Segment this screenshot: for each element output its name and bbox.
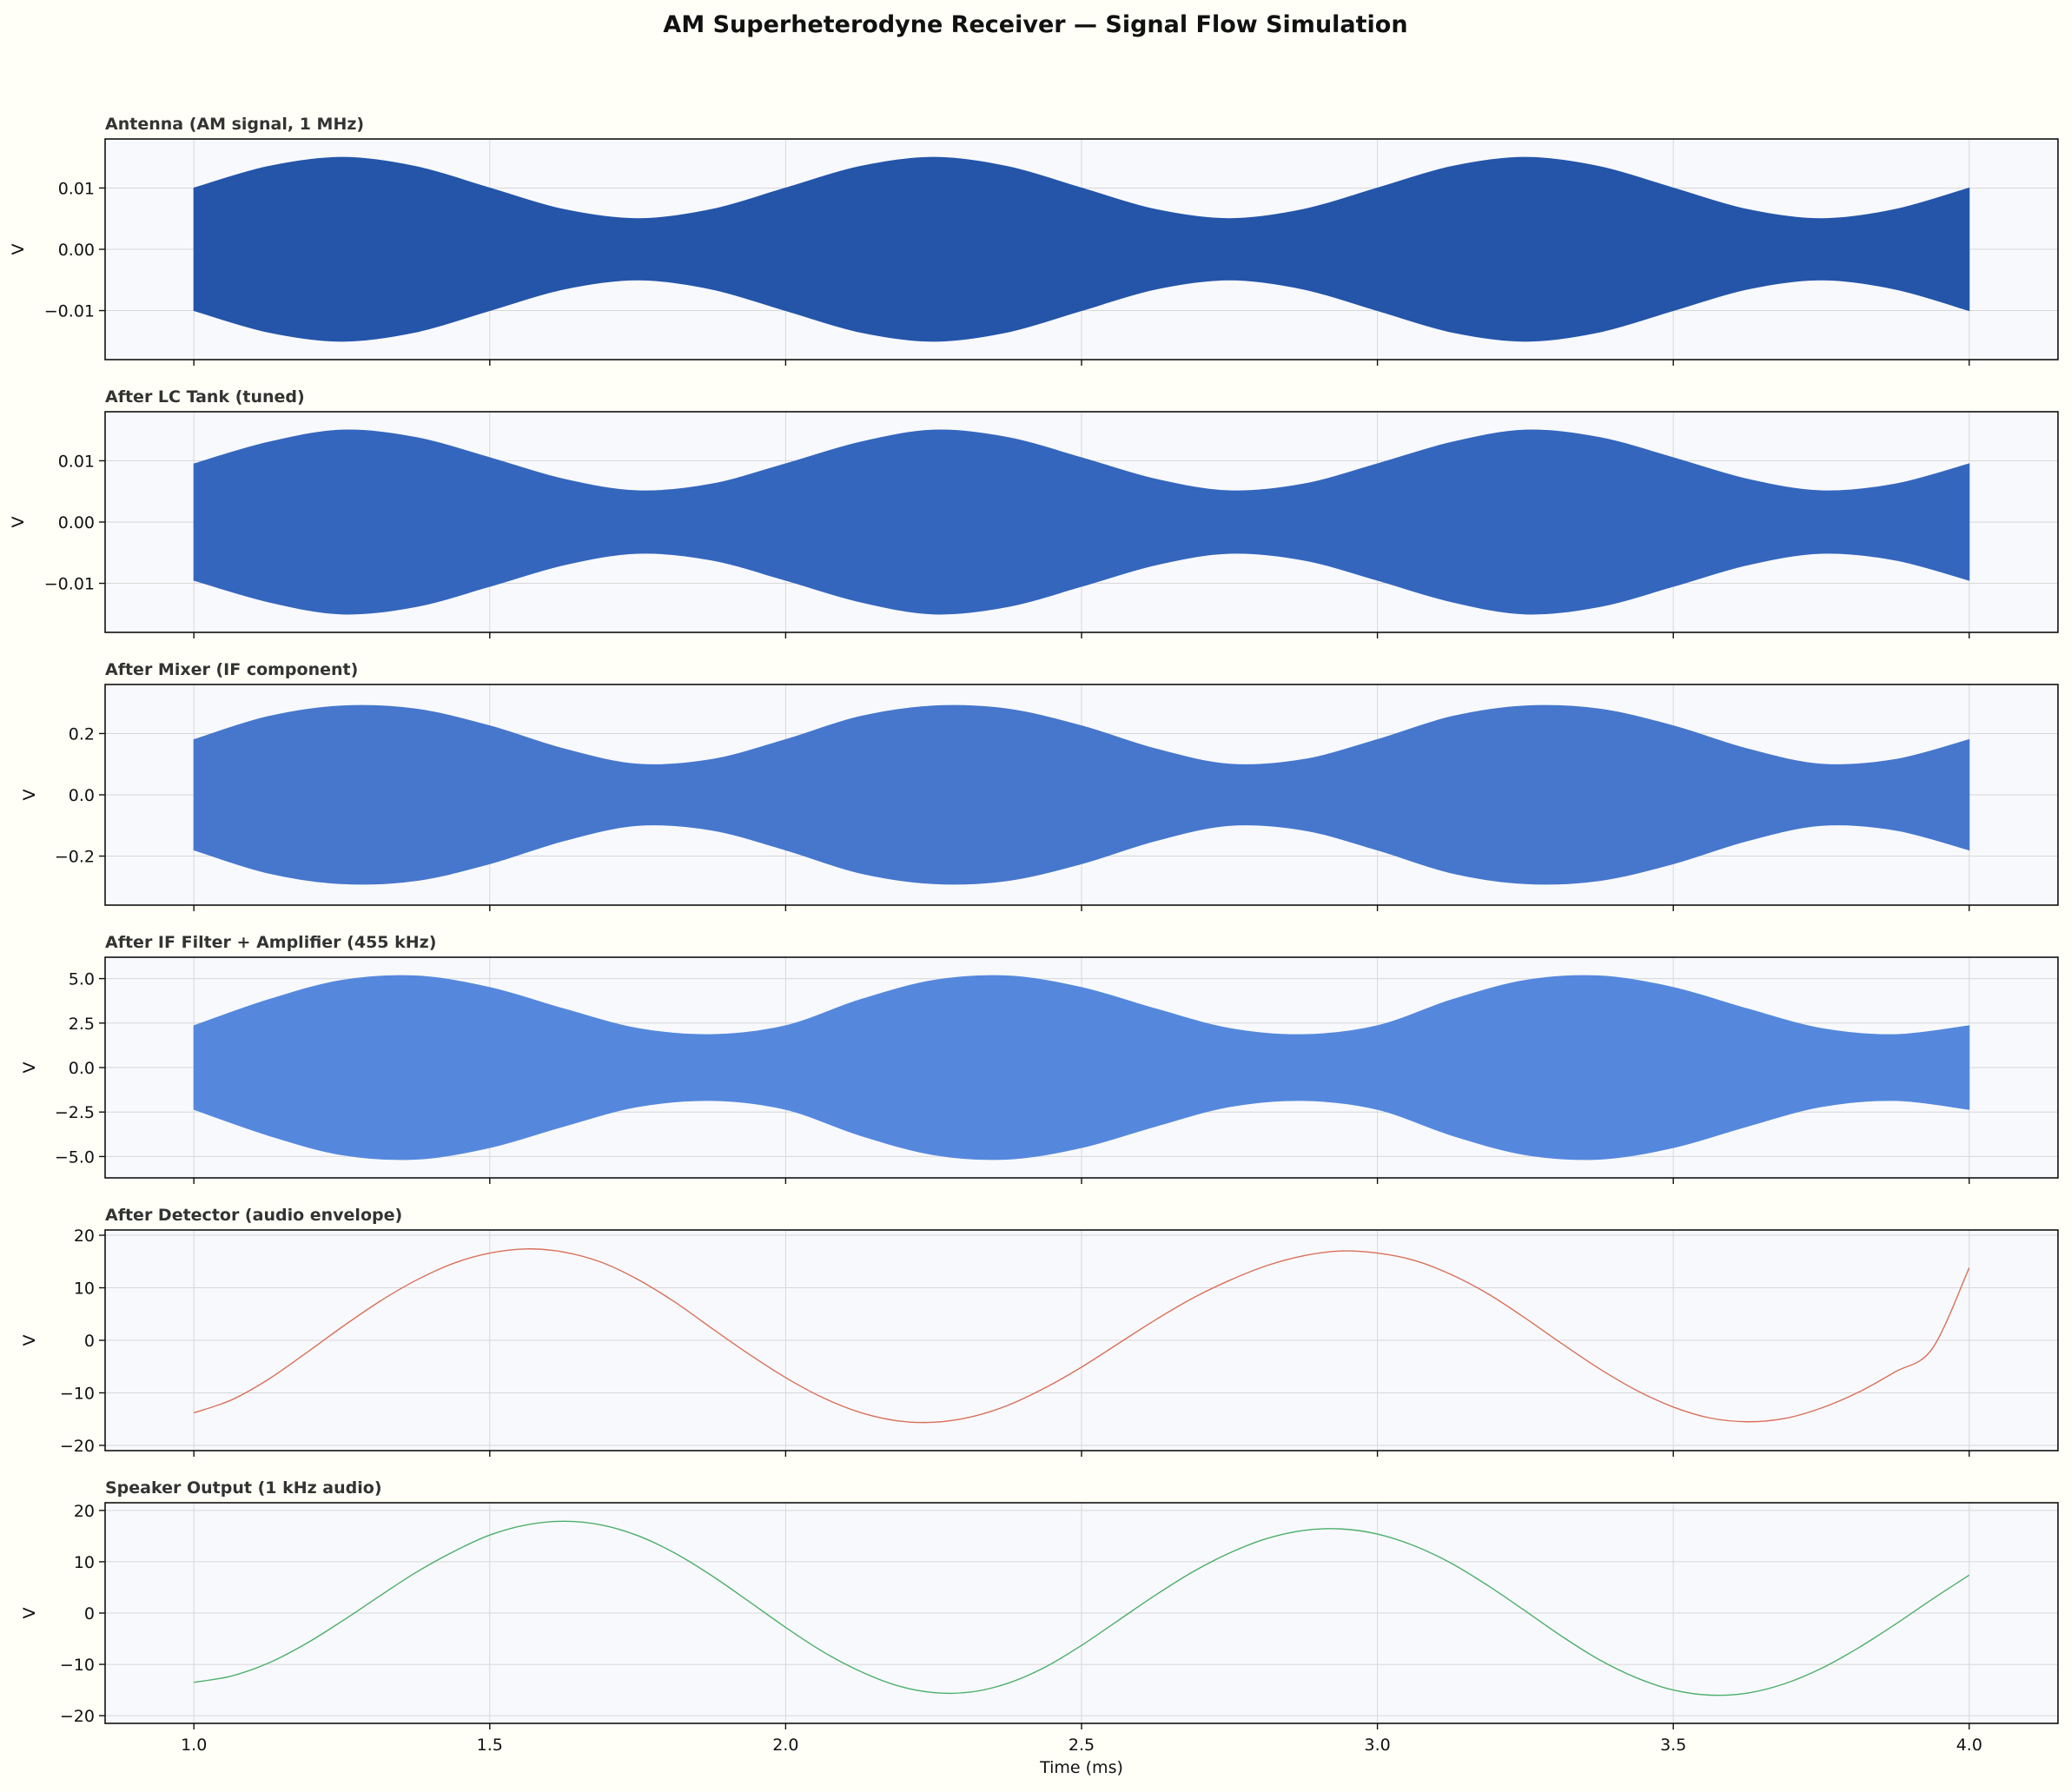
y-axis-label: V [20, 1062, 39, 1074]
y-tick-label: −0.01 [44, 302, 95, 321]
signal-envelope-band [193, 429, 1970, 615]
y-tick-label: 2.5 [69, 1015, 95, 1034]
panel-1: Antenna (AM signal, 1 MHz) 0.01 0.00 −0.01 V [9, 115, 2059, 366]
y-tick-label: −2.5 [55, 1103, 95, 1122]
y-tick-label: −20 [60, 1437, 95, 1456]
y-tick-label: 0.2 [69, 724, 95, 744]
y-tick-label: 20 [74, 1502, 95, 1521]
y-tick-label: 0.01 [58, 179, 95, 198]
y-tick-label: 0.00 [58, 513, 95, 532]
x-tick-label: 2.0 [772, 1736, 798, 1755]
signal-line [193, 1248, 1970, 1424]
panel-title: After Detector (audio envelope) [105, 1206, 402, 1225]
y-axis-label: V [9, 517, 28, 528]
panel-2: After LC Tank (tuned) 0.01 0.00 −0.01 V [9, 387, 2059, 638]
signal-envelope-band [193, 156, 1970, 342]
y-tick-label: −0.2 [55, 848, 95, 867]
y-axis-label: V [9, 244, 28, 255]
x-tick-label: 3.0 [1364, 1736, 1390, 1755]
y-tick-label: 20 [74, 1227, 95, 1246]
panels: Antenna (AM signal, 1 MHz)0.010.00−0.01V… [9, 115, 2059, 1777]
signal-line [194, 1520, 1970, 1696]
panel-title: After LC Tank (tuned) [105, 387, 305, 407]
panel-5: After Detector (audio envelope) 20 10 0 −10 −… [20, 1206, 2059, 1457]
panel-6: Speaker Output (1 kHz audio) 20 10 0 −10 −20 1… [20, 1478, 2059, 1777]
panel-4: After IF Filter + Amplifier (455 kHz) 5.0… [20, 933, 2059, 1184]
x-tick-label: 4.0 [1956, 1736, 1982, 1755]
y-tick-label: −0.01 [44, 575, 95, 594]
y-tick-label: −10 [60, 1384, 95, 1403]
y-tick-label: 0.01 [58, 452, 95, 471]
panel-3: After Mixer (IF component) 0.2 0.0 −0.2 V [20, 660, 2059, 911]
y-tick-label: 0 [84, 1332, 95, 1351]
signal-envelope-band [193, 975, 1970, 1161]
y-tick-label: 0 [84, 1604, 95, 1623]
y-tick-label: 5.0 [69, 970, 95, 989]
panel-title: After IF Filter + Amplifier (455 kHz) [105, 933, 436, 952]
y-axis-label: V [20, 1608, 39, 1619]
y-tick-label: 0.00 [58, 241, 95, 260]
panel-title: After Mixer (IF component) [105, 660, 358, 679]
panel-title: Speaker Output (1 kHz audio) [105, 1478, 382, 1498]
x-tick-label: 3.5 [1660, 1736, 1686, 1755]
x-tick-label: 1.0 [181, 1736, 207, 1755]
y-tick-label: 0.0 [69, 1059, 95, 1078]
y-tick-label: 10 [74, 1280, 95, 1299]
y-axis-label: V [20, 1335, 39, 1346]
y-tick-label: −10 [60, 1656, 95, 1675]
y-axis-label: V [20, 790, 39, 801]
x-axis-label: Time (ms) [1039, 1758, 1123, 1777]
y-tick-label: −20 [60, 1707, 95, 1726]
y-tick-label: 10 [74, 1553, 95, 1572]
panel-title: Antenna (AM signal, 1 MHz) [105, 115, 364, 134]
y-tick-label: 0.0 [69, 786, 95, 805]
signal-envelope-band [193, 704, 1970, 885]
y-tick-label: −5.0 [55, 1147, 95, 1167]
x-tick-label: 1.5 [477, 1736, 503, 1755]
x-tick-label: 2.5 [1069, 1736, 1095, 1755]
figure-title: AM Superheterodyne Receiver — Signal Flo… [663, 11, 1407, 38]
